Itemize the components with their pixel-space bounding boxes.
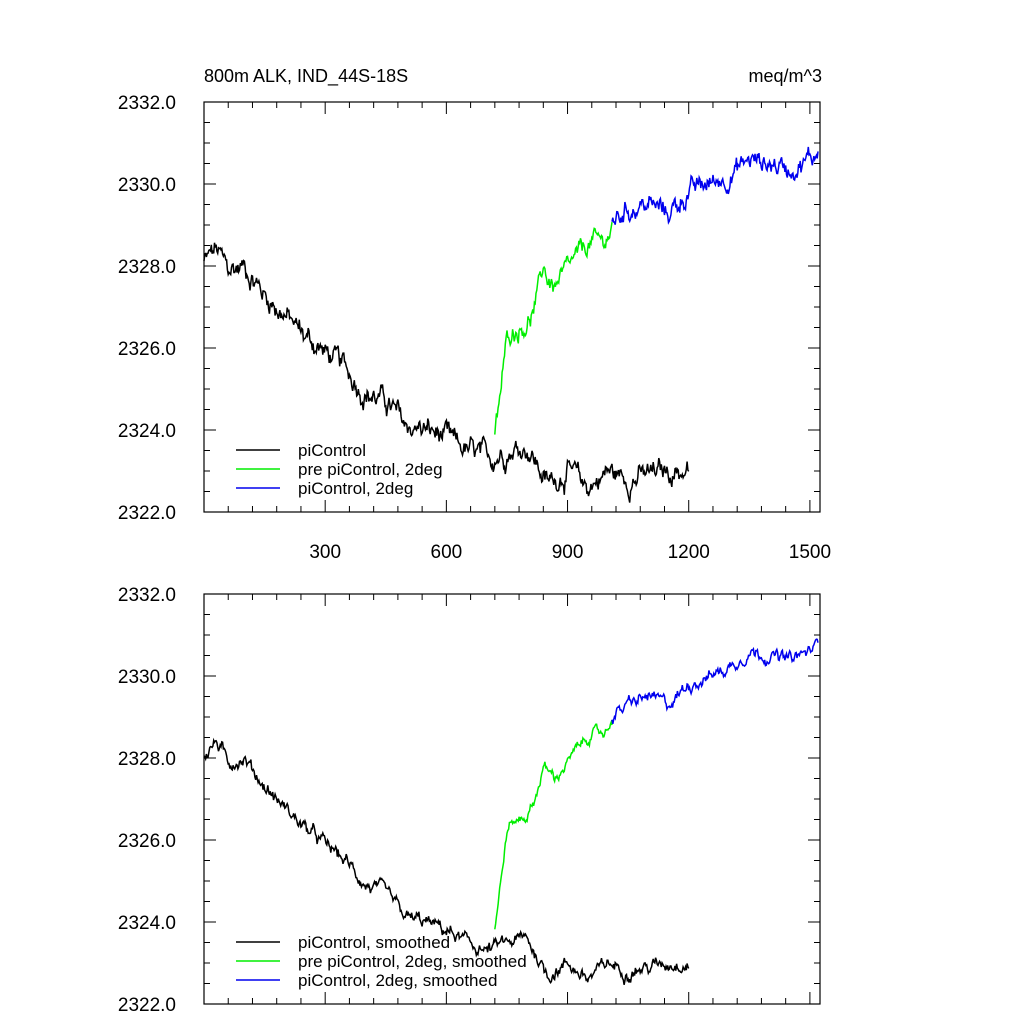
- series-line: [494, 719, 613, 930]
- y-tick-labels: 2322.0 2324.0 2326.0 2328.0 2330.0 2332.0: [118, 93, 176, 524]
- legend-label: piControl, smoothed: [298, 933, 450, 952]
- series-lines: [203, 146, 819, 503]
- x-tick-labels: 300 600 900 1200 1500: [309, 542, 831, 563]
- y-tick-label: 2324.0: [118, 421, 176, 442]
- series-line: [203, 737, 690, 985]
- legend-label: pre piControl, 2deg: [298, 460, 443, 479]
- x-tick-label: 300: [309, 542, 341, 563]
- top-panel: 800m ALK, IND_44S-18S meq/m^3 2322.0 2324…: [118, 66, 831, 563]
- y-tick-label: 2326.0: [118, 831, 176, 852]
- series-line: [203, 242, 690, 503]
- y-tick-label: 2332.0: [118, 585, 176, 606]
- y-tick-label: 2322.0: [118, 503, 176, 524]
- x-tick-label: 900: [552, 542, 584, 563]
- y-tick-label: 2328.0: [118, 749, 176, 770]
- series-line: [494, 221, 613, 435]
- plot-frame: [203, 101, 821, 513]
- x-tick-label: 600: [431, 542, 463, 563]
- y-tick-labels: 2322.0 2324.0 2326.0 2328.0 2330.0 2332.0: [118, 585, 176, 1016]
- plot-frame: [203, 593, 821, 1005]
- chart-units: meq/m^3: [749, 66, 822, 86]
- legend-label: pre piControl, 2deg, smoothed: [298, 952, 527, 971]
- series-line: [611, 146, 819, 225]
- tick-marks: [203, 593, 820, 1005]
- y-tick-label: 2330.0: [118, 175, 176, 196]
- x-tick-label: 1200: [668, 542, 710, 563]
- y-tick-label: 2322.0: [118, 995, 176, 1016]
- series-lines: [203, 638, 819, 985]
- x-tick-label: 1500: [789, 542, 831, 563]
- legend-label: piControl, 2deg, smoothed: [298, 971, 497, 990]
- y-tick-label: 2328.0: [118, 257, 176, 278]
- chart-title: 800m ALK, IND_44S-18S: [204, 66, 408, 87]
- legend-label: piControl: [298, 441, 366, 460]
- tick-marks: [203, 101, 820, 513]
- legend-label: piControl, 2deg: [298, 479, 413, 498]
- series-line: [611, 638, 819, 724]
- y-tick-label: 2326.0: [118, 339, 176, 360]
- bottom-panel: 2322.0 2324.0 2326.0 2328.0 2330.0 2332.0 piC…: [118, 585, 821, 1016]
- y-tick-label: 2332.0: [118, 93, 176, 114]
- y-tick-label: 2324.0: [118, 913, 176, 934]
- y-tick-label: 2330.0: [118, 667, 176, 688]
